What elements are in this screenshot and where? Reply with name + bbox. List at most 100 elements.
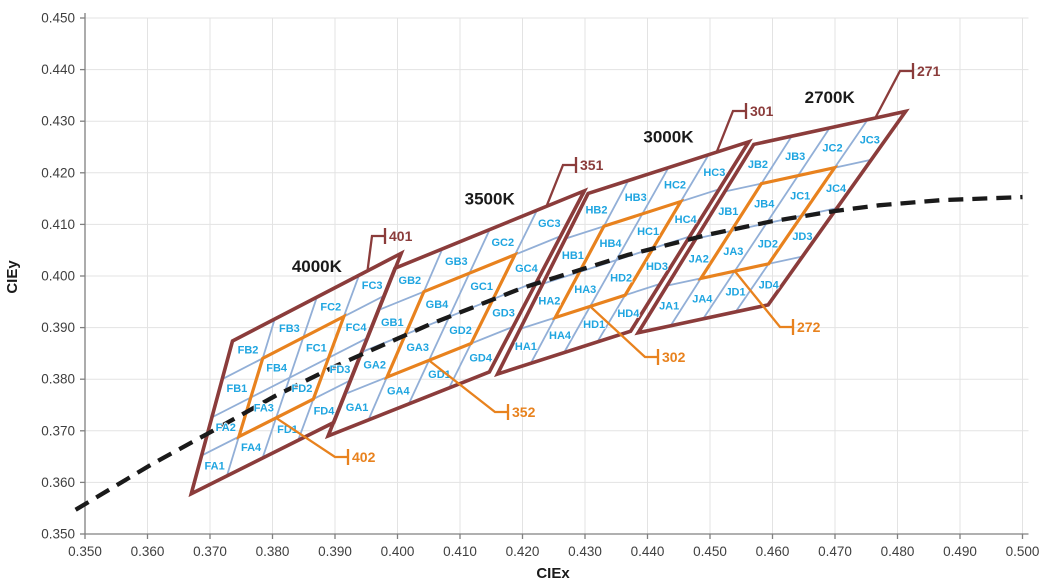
y-tick-label: 0.360: [41, 475, 75, 490]
x-tick-label: 0.470: [818, 544, 852, 559]
cct-quad-4000K: [188, 249, 405, 498]
x-tick-label: 0.400: [381, 544, 415, 559]
cct-quad-3000K: [493, 138, 753, 378]
bin-cell-label: GA1: [346, 402, 369, 414]
x-tick-label: 0.450: [693, 544, 727, 559]
outer-callout-301-leader: [715, 109, 746, 153]
bin-cell-label: FA1: [205, 461, 225, 473]
cct-quad-3500K: [324, 187, 589, 440]
inner-callout-302-label: 302: [662, 349, 686, 365]
bin-cell-label: HA1: [515, 341, 537, 353]
y-tick-label: 0.440: [41, 62, 75, 77]
bin-cell-label: GB4: [426, 299, 450, 311]
bin-cell-label: FB1: [227, 383, 248, 395]
subgrid-line: [211, 337, 368, 419]
bin-cell-label: HA3: [574, 284, 596, 296]
bin-cell-label: JC4: [826, 183, 847, 195]
bin-cell-label: FA3: [254, 402, 274, 414]
bin-cell-label: GC2: [491, 237, 514, 249]
bin-cell-label: FD3: [330, 364, 351, 376]
callouts: 401 402 351 352 301 302 271 272: [275, 63, 941, 465]
bin-cell-label: HB4: [600, 238, 623, 250]
x-tick-label: 0.440: [631, 544, 665, 559]
bin-cell-label: HD1: [583, 319, 605, 331]
bin-cell-label: JD2: [758, 239, 778, 251]
x-axis-title: CIEx: [536, 565, 570, 582]
bin-cell-label: HD3: [646, 261, 668, 273]
bin-cell-label: JB1: [718, 206, 738, 218]
bin-cell-label: GB1: [381, 317, 404, 329]
cct-title-3000K: 3000K: [643, 128, 694, 147]
inner-tolerance-quad-3500K: [383, 251, 519, 381]
x-tick-label: 0.360: [131, 544, 165, 559]
bin-cell-label: HA4: [549, 330, 572, 342]
bin-cell-label: GA3: [406, 342, 429, 354]
bin-cell-label: FD1: [277, 424, 298, 436]
bin-cell-label: JD1: [725, 286, 745, 298]
bin-cell-label: GD3: [492, 308, 515, 320]
bin-cell-label: GB2: [399, 275, 422, 287]
x-tick-label: 0.410: [443, 544, 477, 559]
bin-cell-label: FA4: [241, 442, 262, 454]
y-tick-label: 0.410: [41, 217, 75, 232]
gridlines: [85, 17, 1029, 534]
bin-cell-label: HD2: [610, 272, 632, 284]
bin-cell-label: FD4: [314, 406, 336, 418]
bin-cell-label: HD4: [617, 308, 640, 320]
x-tick-label: 0.480: [881, 544, 915, 559]
bin-cell-label: GA2: [363, 359, 386, 371]
inner-callout-272-label: 272: [797, 319, 821, 335]
bin-cell-label: HB2: [585, 205, 607, 217]
blackbody-locus: [74, 194, 1023, 512]
bin-cell-label: JD3: [792, 231, 812, 243]
planckian-locus-curve: [74, 194, 1023, 512]
outer-callout-301-label: 301: [750, 103, 774, 119]
outer-callout-401-label: 401: [389, 228, 413, 244]
bin-cell-label: FC1: [306, 342, 327, 354]
bin-cell-label: HA2: [538, 296, 560, 308]
outer-callout-271-label: 271: [917, 63, 941, 79]
bin-cell-label: FB3: [279, 323, 300, 335]
bin-cell-label: HC2: [664, 179, 686, 191]
y-tick-label: 0.380: [41, 372, 75, 387]
inner-tolerance-quad-4000K: [236, 313, 347, 440]
y-tick-label: 0.430: [41, 114, 75, 129]
bin-cell-label: FD2: [292, 383, 313, 395]
inner-callout-272-leader: [733, 270, 793, 329]
bin-cell-label: HC1: [637, 226, 659, 238]
x-tick-label: 0.460: [756, 544, 790, 559]
bin-cell-label: JC2: [822, 143, 842, 155]
x-tick-label: 0.380: [256, 544, 290, 559]
y-tick-label: 0.420: [41, 165, 75, 180]
y-tick-label: 0.390: [41, 320, 75, 335]
x-tick-label: 0.430: [568, 544, 602, 559]
axes: 0.350 0.360 0.370 0.380 0.390 0.400 0.410 0.420…: [41, 11, 1039, 560]
outer-callout-351-leader: [545, 163, 576, 207]
inner-tolerance-quad-2700K: [697, 165, 839, 281]
inner-callout-302-leader: [589, 305, 658, 359]
y-axis-title: CIEy: [4, 260, 21, 294]
bin-cell-label: FC4: [346, 322, 368, 334]
y-tick-label: 0.400: [41, 269, 75, 284]
outer-callout-351-label: 351: [580, 157, 604, 173]
bin-cell-label: JA2: [689, 253, 709, 265]
outer-callout-401-leader: [366, 234, 385, 271]
bin-cell-label: FB4: [266, 363, 288, 375]
x-tick-label: 0.420: [506, 544, 540, 559]
bin-cell-label: JD4: [759, 279, 780, 291]
bin-cell-label: FB2: [238, 344, 259, 356]
bin-labels: FA1 FA2 FA3 FA4 FB1 FB2 FB3 FB4 FC1 FC2 FC3 FC4 FD1 F…: [204, 88, 881, 473]
bin-cell-label: JC1: [790, 191, 810, 203]
bin-cell-label: GC3: [538, 218, 561, 230]
inner-callout-402-leader: [275, 416, 348, 459]
bin-cell-label: JB2: [748, 159, 768, 171]
x-tick-label: 0.350: [68, 544, 102, 559]
bin-cell-label: HC4: [675, 214, 698, 226]
x-tick-label: 0.370: [193, 544, 227, 559]
bin-cell-label: HC3: [703, 167, 725, 179]
cct-quad-2700K: [634, 108, 910, 336]
inner-callout-352-leader: [428, 359, 508, 414]
cct-title-4000K: 4000K: [292, 257, 343, 276]
bin-cell-label: GD2: [449, 325, 472, 337]
